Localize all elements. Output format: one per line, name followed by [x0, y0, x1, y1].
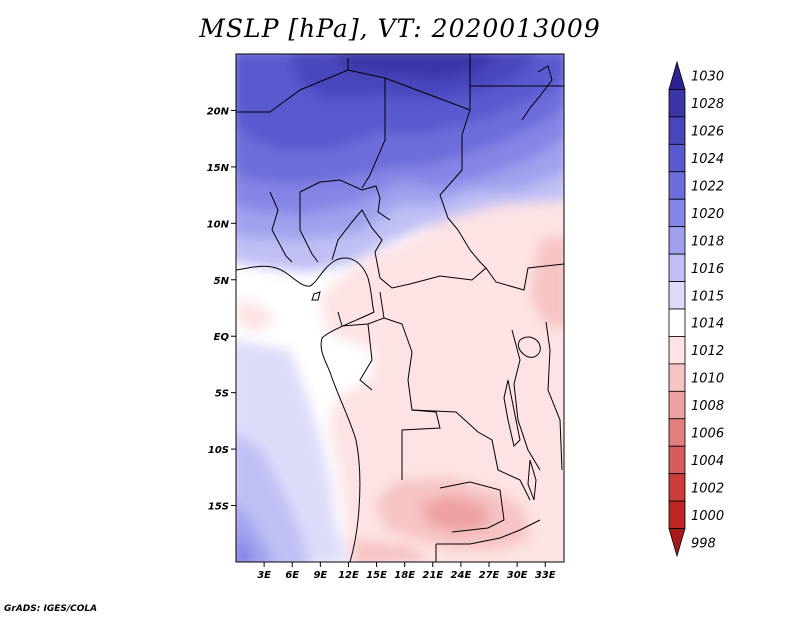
colorbar-label: 1006	[691, 427, 724, 442]
colorbar-label: 1020	[691, 207, 724, 222]
x-tick-label: 21E	[422, 570, 443, 581]
colorbar-label: 1010	[691, 372, 724, 387]
border-p	[545, 321, 563, 471]
colorbar-swatch	[668, 198, 686, 228]
colorbar-swatch	[668, 226, 686, 255]
y-tick-label: 15S	[208, 502, 229, 513]
lake-malawi	[527, 459, 537, 501]
border-o	[511, 329, 541, 471]
lake-tanganyika	[503, 379, 521, 447]
red-sea-coast	[521, 65, 553, 121]
field-1012-w	[236, 300, 276, 332]
y-tick-label: 5S	[215, 389, 229, 400]
field-1020-sw	[236, 536, 253, 562]
border-j	[457, 229, 487, 269]
x-tick-label: 3E	[257, 570, 271, 581]
pressure-field	[236, 54, 564, 562]
border-g	[299, 192, 319, 263]
x-tick-label: 6E	[285, 570, 299, 581]
colorbar-swatch	[668, 473, 686, 502]
border-q	[439, 481, 505, 533]
field-1010-e	[530, 236, 564, 329]
colorbar-label: 1018	[691, 234, 724, 249]
colorbar-swatch	[668, 116, 686, 145]
colorbar-label: 1000	[691, 509, 724, 524]
field-1028	[335, 54, 495, 78]
colorbar-swatch	[668, 336, 686, 365]
colorbar-label: 1008	[691, 399, 724, 414]
colorbar-label: 1024	[691, 152, 724, 167]
colorbar-swatch	[668, 445, 686, 475]
y-tick-label: 20N	[207, 106, 230, 117]
x-tick-label: 9E	[313, 570, 327, 581]
x-tick-label: 12E	[338, 570, 359, 581]
island	[311, 291, 321, 301]
y-tick-label: 10N	[207, 219, 230, 230]
y-tick-label: 15N	[207, 163, 230, 174]
colorbar-swatch	[668, 308, 686, 337]
colorbar-swatch	[668, 500, 686, 529]
border-f	[269, 191, 293, 263]
lake-victoria	[517, 336, 541, 358]
border-r	[436, 519, 541, 545]
map-frame	[235, 53, 565, 563]
colorbar-swatch	[668, 281, 686, 310]
colorbar-label: 1026	[691, 125, 724, 140]
colorbar-label: 1012	[691, 344, 724, 359]
axis-ticks: 3E 6E 9E 12E 15E 18E 21E 24E 27E 30E 33E 20N 15N 10N 5…	[207, 106, 556, 581]
colorbar-label: 1014	[691, 317, 724, 332]
y-tick-label: EQ	[214, 332, 230, 343]
colorbar-swatch	[668, 143, 686, 173]
colorbar-label: 998	[691, 536, 716, 551]
y-tick-label: 5N	[214, 276, 230, 287]
border-e	[299, 179, 391, 221]
field-1008-s	[420, 495, 490, 532]
colorbar-label: 1022	[691, 180, 724, 195]
border-i	[379, 263, 564, 291]
colorbar-swatch	[668, 171, 686, 200]
x-tick-label: 15E	[366, 570, 387, 581]
colorbar-swatch	[668, 528, 686, 558]
map-title: MSLP [hPa], VT: 2020013009	[199, 14, 601, 43]
y-tick-label: 10S	[208, 445, 229, 456]
x-tick-label: 18E	[394, 570, 415, 581]
border-l	[359, 323, 373, 391]
x-tick-label: 33E	[535, 570, 556, 581]
colorbar-label: 1015	[691, 289, 724, 304]
colorbar-swatch	[668, 418, 686, 447]
coastline	[236, 257, 375, 562]
colorbar-swatch	[668, 363, 686, 392]
field-1010-sw	[352, 540, 430, 562]
colorbar-label: 1004	[691, 454, 724, 469]
colorbar-label: 1028	[691, 97, 724, 112]
border-h	[331, 209, 383, 279]
colorbar-swatch	[668, 60, 686, 90]
colorbar-swatch	[668, 390, 686, 420]
colorbar-label: 1030	[691, 70, 724, 85]
border-c	[439, 109, 471, 231]
x-tick-label: 24E	[451, 570, 472, 581]
grads-credit: GrADS: IGES/COLA	[4, 604, 98, 614]
colorbar-label: 1016	[691, 262, 724, 277]
colorbar-label: 1002	[691, 481, 724, 496]
country-borders	[236, 54, 564, 562]
border-a	[236, 69, 386, 189]
colorbar-swatch	[668, 89, 686, 118]
colorbar-swatch	[668, 253, 686, 282]
x-tick-label: 27E	[479, 570, 500, 581]
x-tick-label: 30E	[507, 570, 528, 581]
border-n	[411, 409, 531, 501]
colorbar: 1030 1028 1026 1024 1022 1020 1018 1016 1015 1014…	[668, 60, 724, 558]
